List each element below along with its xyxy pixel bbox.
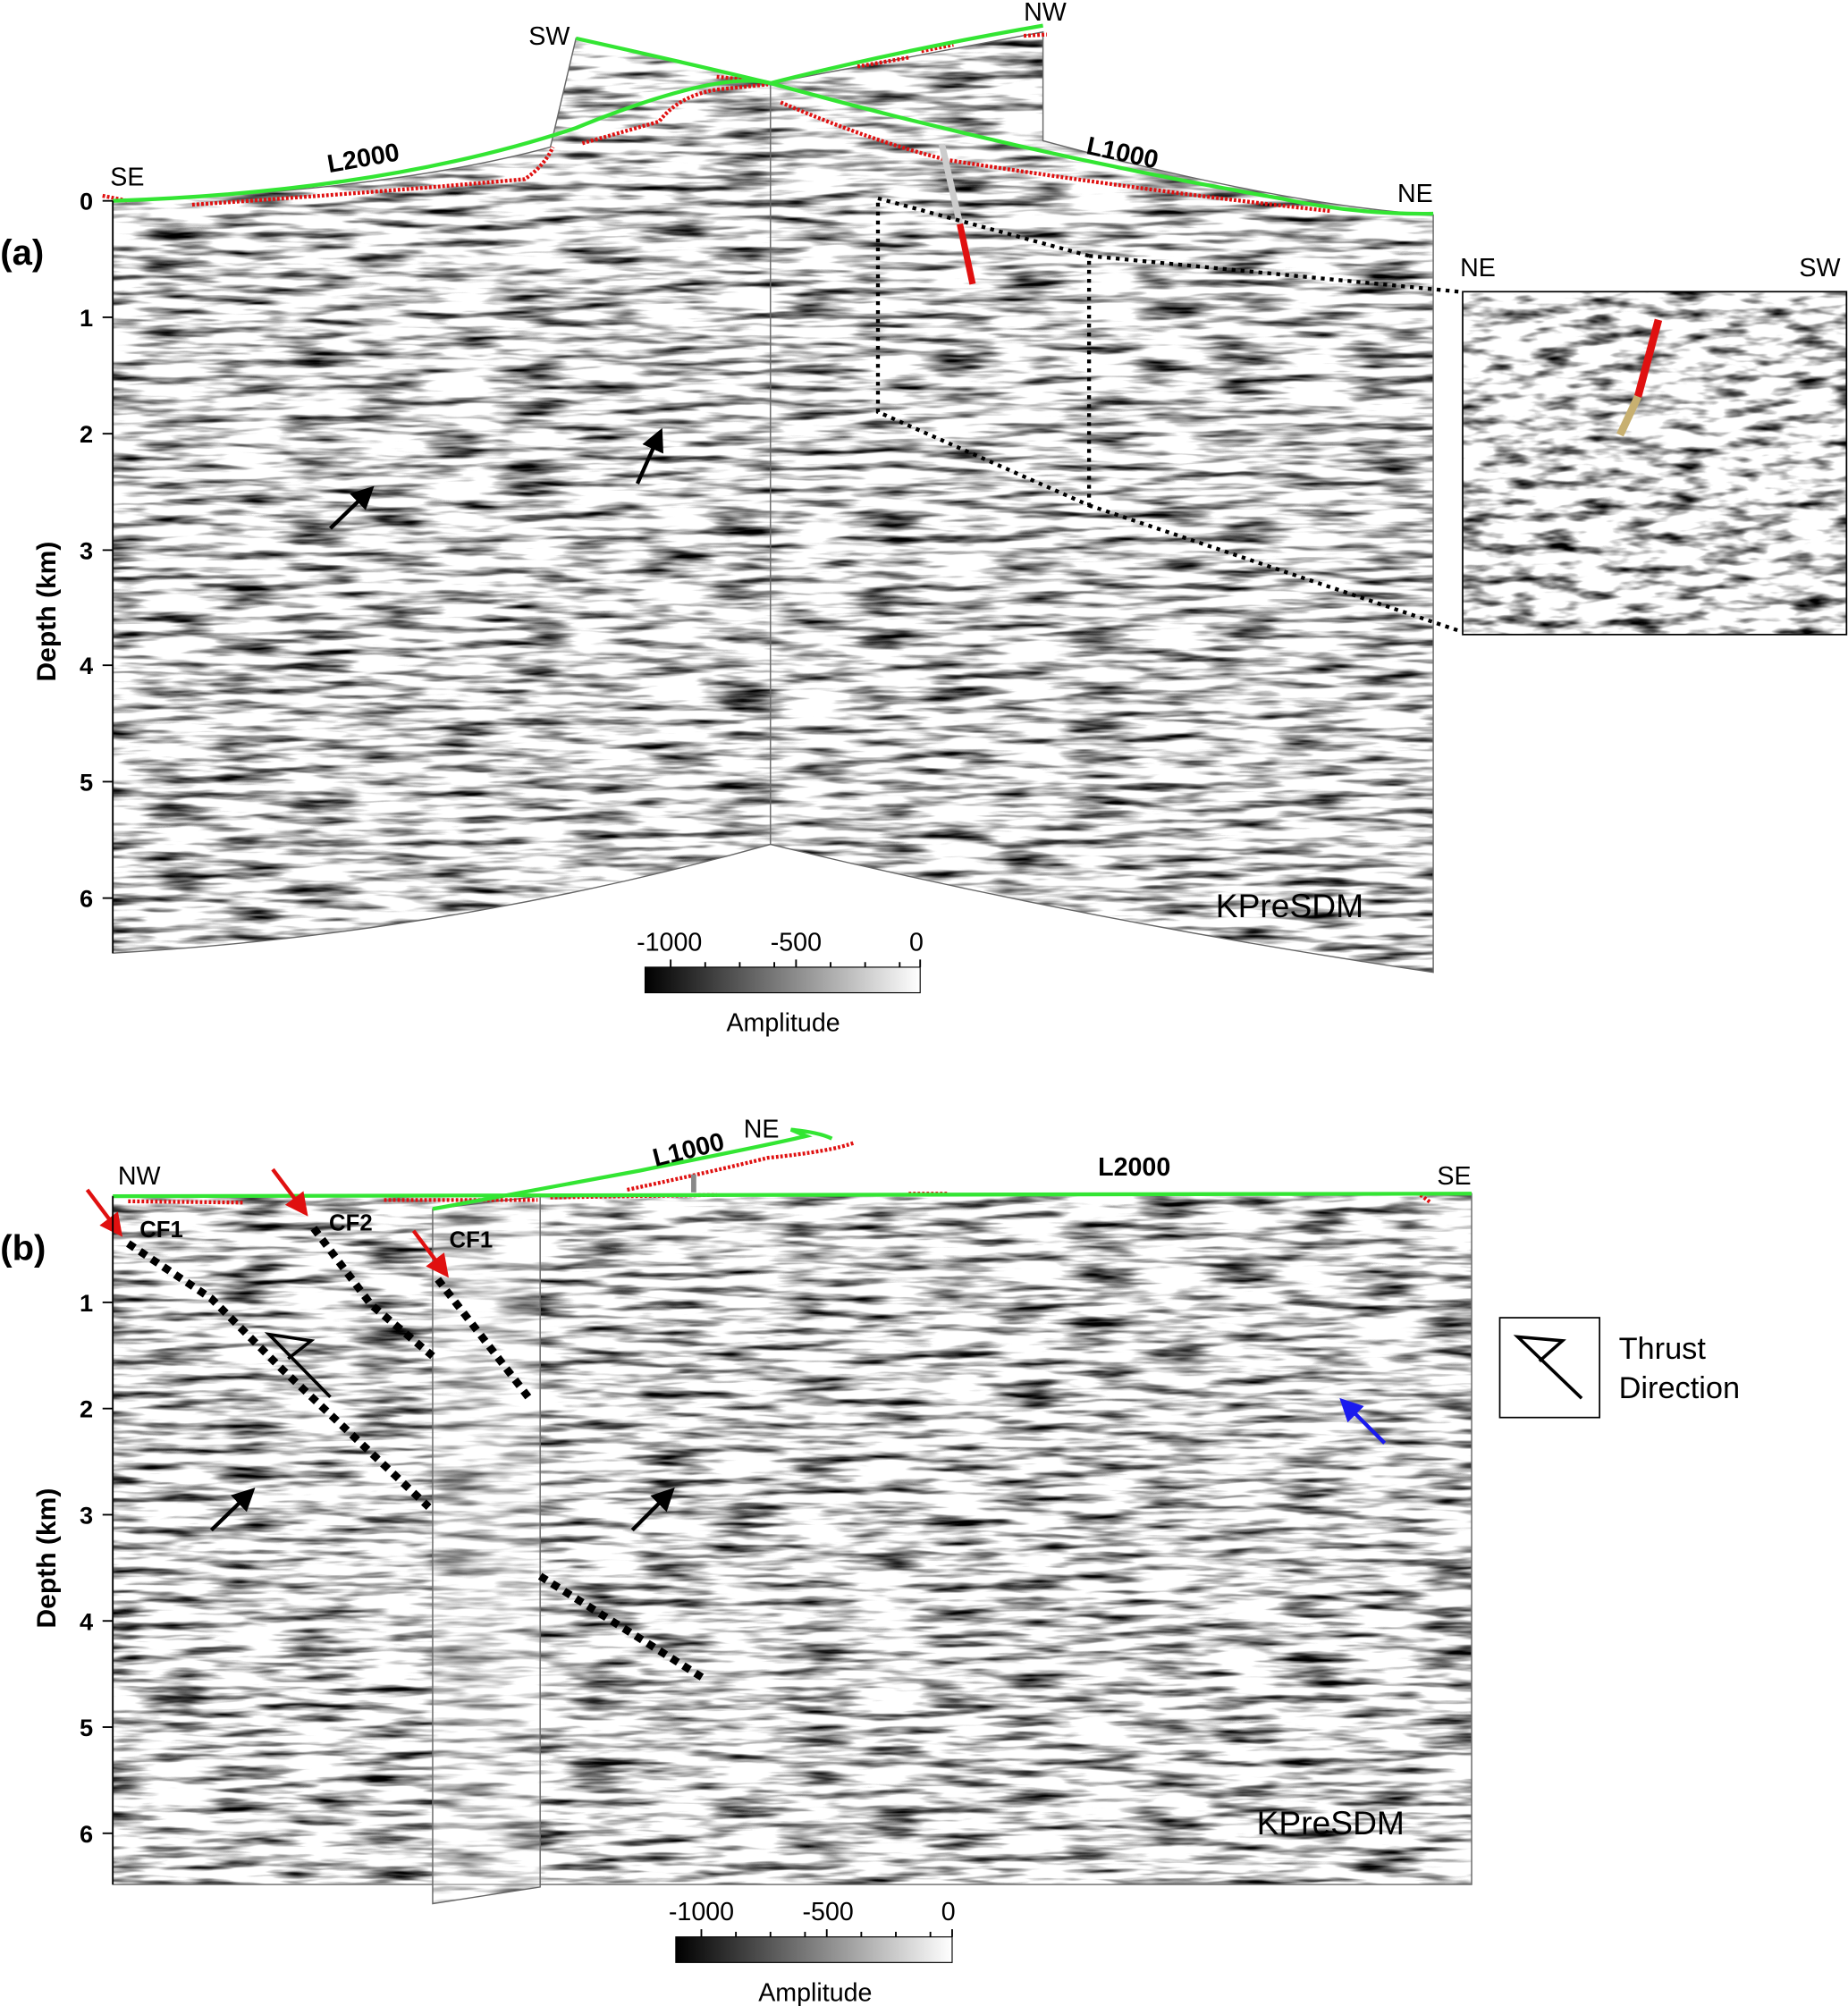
zoom-connector-lines xyxy=(1088,254,1460,633)
colorbar-tick-label: 0 xyxy=(941,1898,956,1926)
inset-panel: NE SW xyxy=(1460,254,1848,636)
arrow-icon xyxy=(271,1167,308,1217)
inset-left-label: NE xyxy=(1460,254,1496,282)
fault-label-cf1: CF1 xyxy=(139,1218,183,1243)
arrow-icon xyxy=(411,1229,449,1278)
arrow-icon xyxy=(635,427,664,485)
y-tick-label: 6 xyxy=(80,885,93,913)
direction-label-nw: NW xyxy=(118,1162,161,1191)
colorbar-b: -1000 -500 0 Amplitude xyxy=(669,1898,956,2006)
fault-label-cf1-strip: CF1 xyxy=(450,1227,494,1252)
y-tick-label: 3 xyxy=(80,536,93,564)
surface-line-l1000 xyxy=(432,1127,833,1211)
arrow-icon xyxy=(328,485,375,530)
legend-text-line2: Direction xyxy=(1619,1371,1740,1405)
direction-label-sw: SW xyxy=(528,22,570,51)
l1000-strip xyxy=(432,1195,541,1905)
arrow-icon xyxy=(630,1488,675,1532)
y-tick-label: 4 xyxy=(80,1607,93,1635)
fault-cf1 xyxy=(125,1240,432,1510)
fault-cf2 xyxy=(310,1226,435,1360)
colorbar-title: Amplitude xyxy=(726,1008,840,1037)
y-tick-label: 0 xyxy=(80,188,93,215)
colorbar-tick-label: -500 xyxy=(771,928,822,957)
y-tick-label: 5 xyxy=(80,768,93,796)
seismic-section-b xyxy=(113,1193,1472,1904)
direction-label-se: SE xyxy=(1437,1162,1471,1191)
colorbar-tick-label: -500 xyxy=(803,1898,854,1926)
surface-line-l1000 xyxy=(575,36,1434,216)
thrust-legend: Thrust Direction xyxy=(1498,1317,1740,1419)
thrust-direction-icon xyxy=(1513,1335,1583,1400)
colorbar-tick-label: 0 xyxy=(909,928,924,957)
y-axis-title-b: Depth (km) xyxy=(32,1488,62,1629)
surface-line-l2000 xyxy=(113,23,1043,203)
line-label-l2000: L2000 xyxy=(1098,1153,1170,1182)
y-ticks-a: 0 1 2 3 4 5 6 xyxy=(80,188,114,913)
y-tick-label: 2 xyxy=(80,420,93,448)
surface-line-l2000 xyxy=(113,1192,1472,1199)
section-outline xyxy=(112,30,1434,974)
panel-label-b: (b) xyxy=(0,1229,46,1268)
well-a xyxy=(939,143,976,285)
legend-text-line1: Thrust xyxy=(1619,1332,1707,1366)
direction-label-nw: NW xyxy=(1024,0,1067,27)
direction-label-ne: NE xyxy=(1397,180,1433,208)
arrow-icon xyxy=(1339,1397,1387,1445)
colorbar-tick-label: -1000 xyxy=(669,1898,734,1926)
seismic-section-a xyxy=(113,31,1434,973)
y-tick-label: 2 xyxy=(80,1395,93,1423)
panel-a: NE SW 0 1 2 3 4 5 6 (a) Depth (km) SE SW… xyxy=(0,0,1848,1037)
colorbar-title: Amplitude xyxy=(758,1978,872,2006)
panel-b: 1 2 3 4 5 6 (b) Depth (km) NW NE SE L100… xyxy=(0,1115,1740,2006)
method-label-b: KPreSDM xyxy=(1257,1804,1405,1842)
inset-right-label: SW xyxy=(1799,254,1840,282)
y-axis-title-a: Depth (km) xyxy=(32,542,62,682)
y-tick-label: 6 xyxy=(80,1820,93,1848)
topography-line-a xyxy=(102,32,1331,214)
y-tick-label: 5 xyxy=(80,1714,93,1741)
arrow-icon xyxy=(209,1488,256,1532)
fault-label-cf2: CF2 xyxy=(329,1211,373,1236)
panel-label-a: (a) xyxy=(0,233,44,273)
y-tick-label: 1 xyxy=(80,304,93,332)
zoom-box xyxy=(875,196,1092,509)
method-label-a: KPreSDM xyxy=(1216,887,1363,924)
line-label-l1000: L1000 xyxy=(650,1127,727,1173)
fault-deep xyxy=(537,1572,706,1682)
direction-label-ne: NE xyxy=(744,1115,780,1143)
colorbar-tick-label: -1000 xyxy=(637,928,702,957)
y-tick-label: 4 xyxy=(80,652,93,679)
y-ticks-b: 1 2 3 4 5 6 xyxy=(80,1289,114,1848)
y-tick-label: 1 xyxy=(80,1289,93,1317)
thrust-direction-icon xyxy=(264,1332,332,1399)
y-tick-label: 3 xyxy=(80,1501,93,1529)
fault-cf1-strip xyxy=(435,1277,535,1403)
colorbar-a: -1000 -500 0 Amplitude xyxy=(637,928,924,1037)
direction-label-se: SE xyxy=(110,164,144,192)
